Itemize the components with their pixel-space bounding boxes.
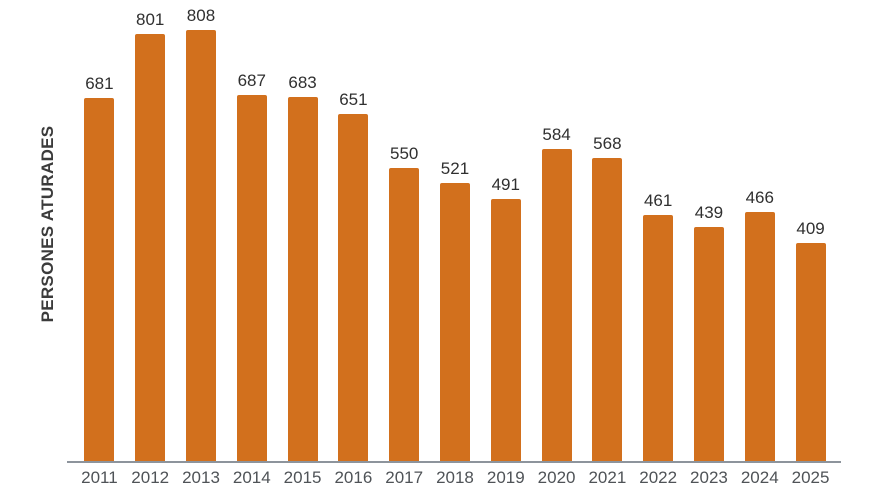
bar-2025 <box>795 243 826 461</box>
x-tick-2019: 2019 <box>486 468 525 487</box>
x-tick-2021: 2021 <box>588 468 627 487</box>
x-axis-ticks: 2011 2012 2013 2014 2015 2016 2017 2018 2019 2020… <box>74 469 836 486</box>
bar-value-label: 683 <box>288 73 317 92</box>
bar-group-2017: 550 <box>379 0 430 461</box>
x-tick-2017: 2017 <box>385 468 424 487</box>
bar-value-label: 521 <box>440 159 470 178</box>
bar-2013 <box>185 30 216 461</box>
x-tick-2018: 2018 <box>436 468 474 487</box>
x-tick-2024: 2024 <box>740 468 779 487</box>
x-axis-line <box>67 461 841 463</box>
bar-2017 <box>389 168 420 461</box>
bar-value-label: 801 <box>136 10 165 29</box>
bar-2024 <box>744 212 775 461</box>
bar-group-2016: 651 <box>328 0 379 461</box>
bar-value-label: 466 <box>745 188 774 207</box>
bar-2019 <box>490 199 521 461</box>
bar-value-label: 461 <box>643 191 673 210</box>
x-tick-2023: 2023 <box>690 468 728 487</box>
bar-2015 <box>287 97 318 461</box>
bar-2021 <box>592 158 623 461</box>
x-tick-2014: 2014 <box>232 468 271 487</box>
bar-group-2020: 584 <box>531 0 582 461</box>
bar-value-label: 409 <box>796 219 825 238</box>
bar-group-2013: 808 <box>176 0 227 461</box>
bar-group-2019: 491 <box>480 0 531 461</box>
bar-group-2024: 466 <box>734 0 785 461</box>
bar-value-label: 439 <box>694 203 724 222</box>
x-tick-2016: 2016 <box>334 468 373 487</box>
bar-2022 <box>643 215 674 461</box>
bar-2023 <box>693 227 724 461</box>
bar-2016 <box>338 114 369 461</box>
bar-value-label: 681 <box>85 74 114 93</box>
x-tick-2012: 2012 <box>131 468 170 487</box>
bar-group-2022: 461 <box>633 0 684 461</box>
x-tick-2015: 2015 <box>283 468 322 487</box>
x-tick-2025: 2025 <box>791 468 830 487</box>
bar-value-label: 687 <box>237 71 266 90</box>
bar-group-2012: 801 <box>125 0 176 461</box>
bar-group-2025: 409 <box>785 0 836 461</box>
bar-2018 <box>439 183 470 461</box>
bar-group-2023: 439 <box>684 0 735 461</box>
bar-group-2014: 687 <box>226 0 277 461</box>
bar-group-2015: 683 <box>277 0 328 461</box>
bar-group-2021: 568 <box>582 0 633 461</box>
bar-2014 <box>236 95 267 461</box>
x-tick-2011: 2011 <box>81 468 118 487</box>
bar-group-2018: 521 <box>430 0 481 461</box>
bar-2012 <box>135 34 166 461</box>
bar-2020 <box>541 149 572 461</box>
bar-group-2011: 681 <box>74 0 125 461</box>
x-tick-2013: 2013 <box>182 468 220 487</box>
x-tick-2020: 2020 <box>537 468 576 487</box>
x-tick-2022: 2022 <box>639 468 678 487</box>
bar-2011 <box>84 98 115 461</box>
plot-area: 681 801 808 687 683 651 550 521 491 584 568 461 439 4… <box>74 0 836 461</box>
y-axis-title: PERSONES ATURADES <box>38 125 57 323</box>
bar-value-label: 651 <box>339 90 368 109</box>
bar-value-label: 550 <box>389 144 419 163</box>
bar-value-label: 568 <box>593 134 622 153</box>
bar-value-label: 808 <box>186 6 216 25</box>
bar-value-label: 584 <box>542 125 571 144</box>
bar-value-label: 491 <box>491 175 520 194</box>
